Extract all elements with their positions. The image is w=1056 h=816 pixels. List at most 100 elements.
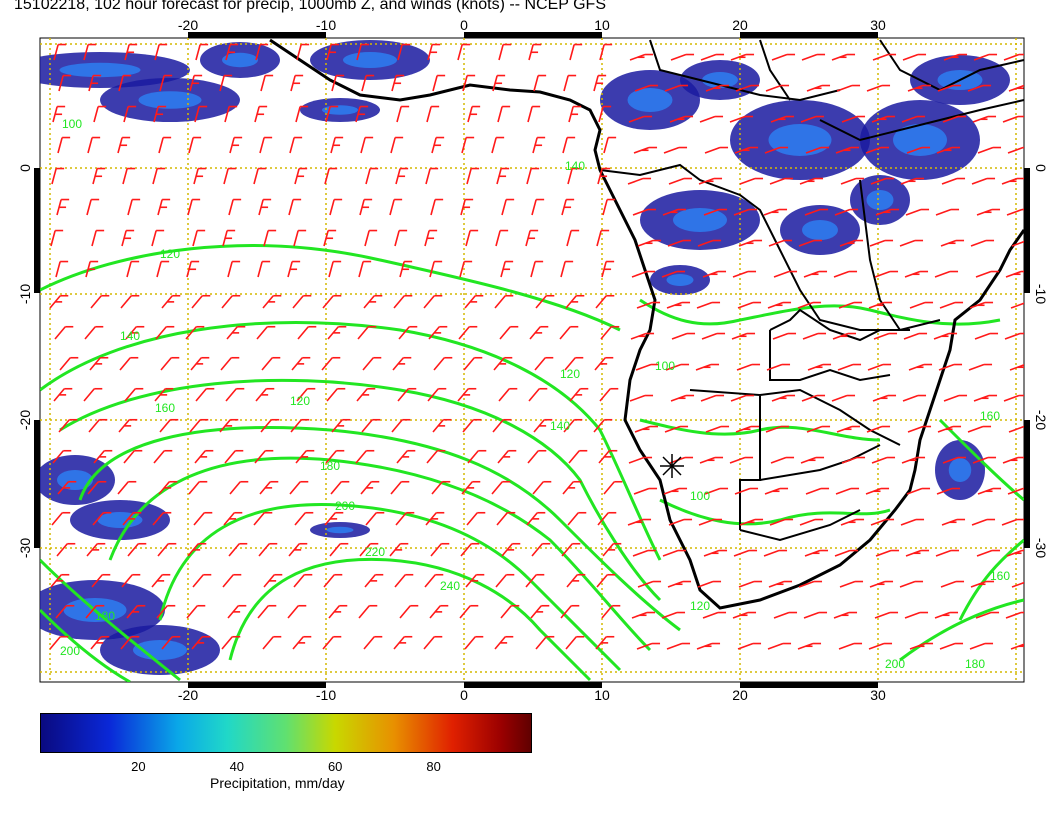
contour-line [108, 456, 652, 652]
wind-barb [457, 387, 477, 402]
wind-barb [634, 425, 659, 433]
wind-barb [905, 549, 930, 557]
contour-label: 200 [885, 657, 905, 671]
wind-barb [535, 635, 555, 650]
wind-barb [364, 573, 384, 588]
left-axis-bar-bottom [34, 420, 40, 548]
precip-core [222, 52, 258, 68]
wind-barb [292, 635, 312, 650]
wind-barb [772, 332, 797, 340]
precip-core [802, 220, 838, 240]
wind-barb [426, 105, 440, 123]
lat-tick-right: -30 [1033, 538, 1049, 558]
wind-barb [192, 229, 206, 247]
wind-barb [428, 325, 448, 340]
lon-tick-top: 10 [594, 17, 610, 33]
wind-barb [527, 105, 541, 123]
precip-core [59, 62, 141, 78]
wind-barb [530, 604, 550, 619]
wind-barb [737, 642, 762, 650]
wind-barb [287, 604, 307, 619]
wind-barb [562, 480, 582, 495]
wind-barbs [49, 43, 1024, 650]
country-borders [599, 39, 1024, 542]
wind-barb [905, 208, 930, 216]
wind-barb [52, 105, 66, 123]
wind-barb [361, 74, 375, 92]
wind-barb [394, 573, 414, 588]
wind-barb [462, 74, 476, 92]
contour-label: 180 [965, 657, 985, 671]
wind-barb [57, 480, 77, 495]
wind-barb [1003, 394, 1024, 402]
wind-barb [195, 387, 215, 402]
wind-barb [967, 84, 992, 92]
wind-barb [975, 611, 1000, 619]
wind-barb [936, 487, 961, 495]
wind-barb [223, 511, 243, 526]
wind-barb [799, 518, 824, 526]
lon-tick-top: 30 [870, 17, 886, 33]
wind-barb [262, 635, 282, 650]
wind-barb [561, 542, 581, 557]
wind-barb [260, 418, 280, 433]
wind-barb [530, 260, 544, 278]
wind-barb [868, 642, 893, 650]
wind-barb [463, 356, 483, 371]
wind-barb [499, 325, 519, 340]
right-axis-bar-top [1024, 168, 1030, 293]
wind-barb [838, 301, 863, 309]
wind-barb [596, 573, 616, 588]
precip-core [768, 124, 832, 156]
wind-barb [429, 260, 443, 278]
bottom-axis-bar-2 [464, 682, 602, 688]
wind-barb [363, 294, 383, 309]
wind-barb [767, 301, 792, 309]
contour-label: 220 [365, 545, 385, 559]
contour-label: 160 [990, 569, 1010, 583]
wind-barb [597, 511, 617, 526]
wind-barb [257, 604, 277, 619]
wind-barb [697, 239, 722, 247]
wind-barb [259, 480, 279, 495]
wind-barb [393, 635, 413, 650]
wind-barb [325, 105, 339, 123]
wind-barb [86, 542, 106, 557]
wind-barb [193, 511, 213, 526]
wind-barb [1003, 53, 1024, 61]
wind-barb [228, 198, 242, 216]
wind-barb [84, 325, 104, 340]
colorbar-tick-label: 20 [131, 759, 146, 774]
wind-barb [433, 356, 453, 371]
wind-barb [125, 325, 145, 340]
wind-barb [56, 542, 76, 557]
wind-barb [767, 642, 792, 650]
wind-barb [1006, 549, 1024, 557]
wind-barb [390, 136, 404, 154]
wind-barb [977, 146, 1002, 154]
wind-barb [494, 294, 514, 309]
wind-barb [734, 487, 759, 495]
wind-barb [329, 198, 343, 216]
wind-barb [629, 394, 654, 402]
contour-line [40, 321, 662, 561]
wind-barb [566, 573, 586, 588]
wind-barb [500, 604, 520, 619]
wind-barb [976, 549, 1001, 557]
wind-barb [49, 635, 69, 650]
wind-barb [55, 604, 75, 619]
wind-barb [457, 43, 471, 61]
wind-barb [293, 229, 307, 247]
wind-barb [698, 518, 723, 526]
contour-label: 180 [320, 459, 340, 473]
wind-barb [805, 487, 830, 495]
wind-barb [432, 418, 452, 433]
wind-barb [158, 136, 172, 154]
precip-core [666, 274, 694, 286]
contour-label: 120 [560, 367, 580, 381]
wind-barb [358, 260, 372, 278]
left-axis-bar-top [34, 168, 40, 293]
wind-barb [1007, 146, 1024, 154]
wind-barb [356, 43, 370, 61]
